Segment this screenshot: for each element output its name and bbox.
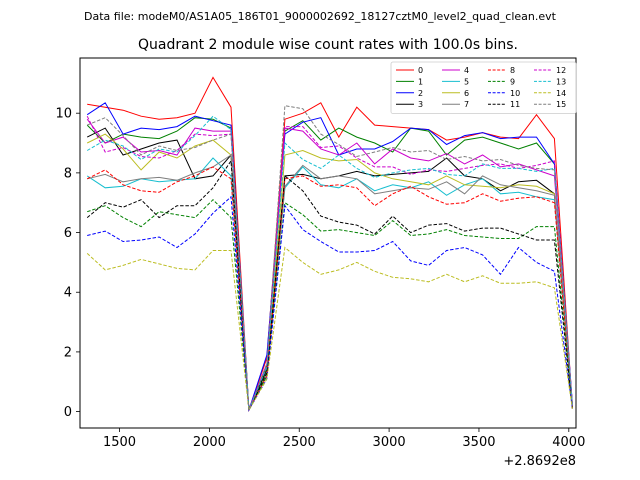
- y-tick-label: 10: [55, 107, 72, 122]
- x-offset-label: +2.8692e8: [503, 454, 576, 469]
- x-tick-label: 3500: [462, 435, 495, 450]
- legend-label-8: 8: [510, 66, 515, 75]
- y-tick-label: 2: [64, 345, 72, 360]
- legend-label-14: 14: [556, 89, 566, 98]
- x-axis-ticks: 1500 2000 2500 3000 3500 4000: [103, 428, 585, 450]
- series-line-9: [87, 198, 573, 412]
- chart-title: Quadrant 2 module wise count rates with …: [138, 37, 518, 53]
- legend-label-9: 9: [510, 77, 515, 86]
- x-tick-label: 2000: [193, 435, 226, 450]
- legend-label-11: 11: [510, 100, 520, 109]
- series-line-11: [86, 159, 573, 413]
- series-line-7: [87, 154, 573, 413]
- y-tick-label: 8: [64, 166, 72, 181]
- series-line-6: [86, 133, 573, 413]
- series-line-13: [86, 115, 573, 411]
- legend-label-0: 0: [418, 66, 423, 75]
- y-axis-ticks: 0 2 4 6 8 10: [55, 107, 80, 420]
- legend-label-10: 10: [510, 89, 520, 98]
- y-tick-label: 4: [64, 286, 72, 301]
- legend-label-15: 15: [556, 100, 566, 109]
- x-tick-label: 3000: [373, 435, 406, 450]
- x-tick-label: 1500: [103, 435, 136, 450]
- series-line-1: [86, 117, 573, 411]
- legend-label-5: 5: [464, 77, 469, 86]
- legend-label-4: 4: [464, 66, 469, 75]
- series-line-0: [87, 76, 573, 411]
- x-tick-label: 4000: [552, 435, 585, 450]
- series-line-2: [86, 102, 573, 411]
- x-tick-label: 2500: [283, 435, 316, 450]
- legend-label-1: 1: [418, 77, 423, 86]
- y-tick-label: 0: [64, 405, 72, 420]
- legend-label-7: 7: [464, 100, 469, 109]
- legend-label-12: 12: [556, 66, 566, 75]
- series-line-8: [86, 166, 573, 412]
- series-line-14: [86, 246, 573, 412]
- series-line-12: [86, 115, 573, 411]
- legend-label-3: 3: [418, 100, 423, 109]
- legend-label-13: 13: [556, 77, 566, 86]
- y-tick-label: 6: [64, 226, 72, 241]
- series-line-4: [86, 118, 573, 411]
- figure-suptitle: Data file: modeM0/AS1A05_186T01_90000026…: [84, 10, 557, 23]
- legend-label-2: 2: [418, 89, 423, 98]
- series-line-10: [87, 195, 573, 412]
- series-line-5: [86, 157, 573, 412]
- legend-label-6: 6: [464, 89, 469, 98]
- series-group: [86, 76, 573, 413]
- series-line-15: [87, 105, 573, 411]
- plot-frame: [79, 57, 577, 429]
- legend-frame: [390, 61, 577, 114]
